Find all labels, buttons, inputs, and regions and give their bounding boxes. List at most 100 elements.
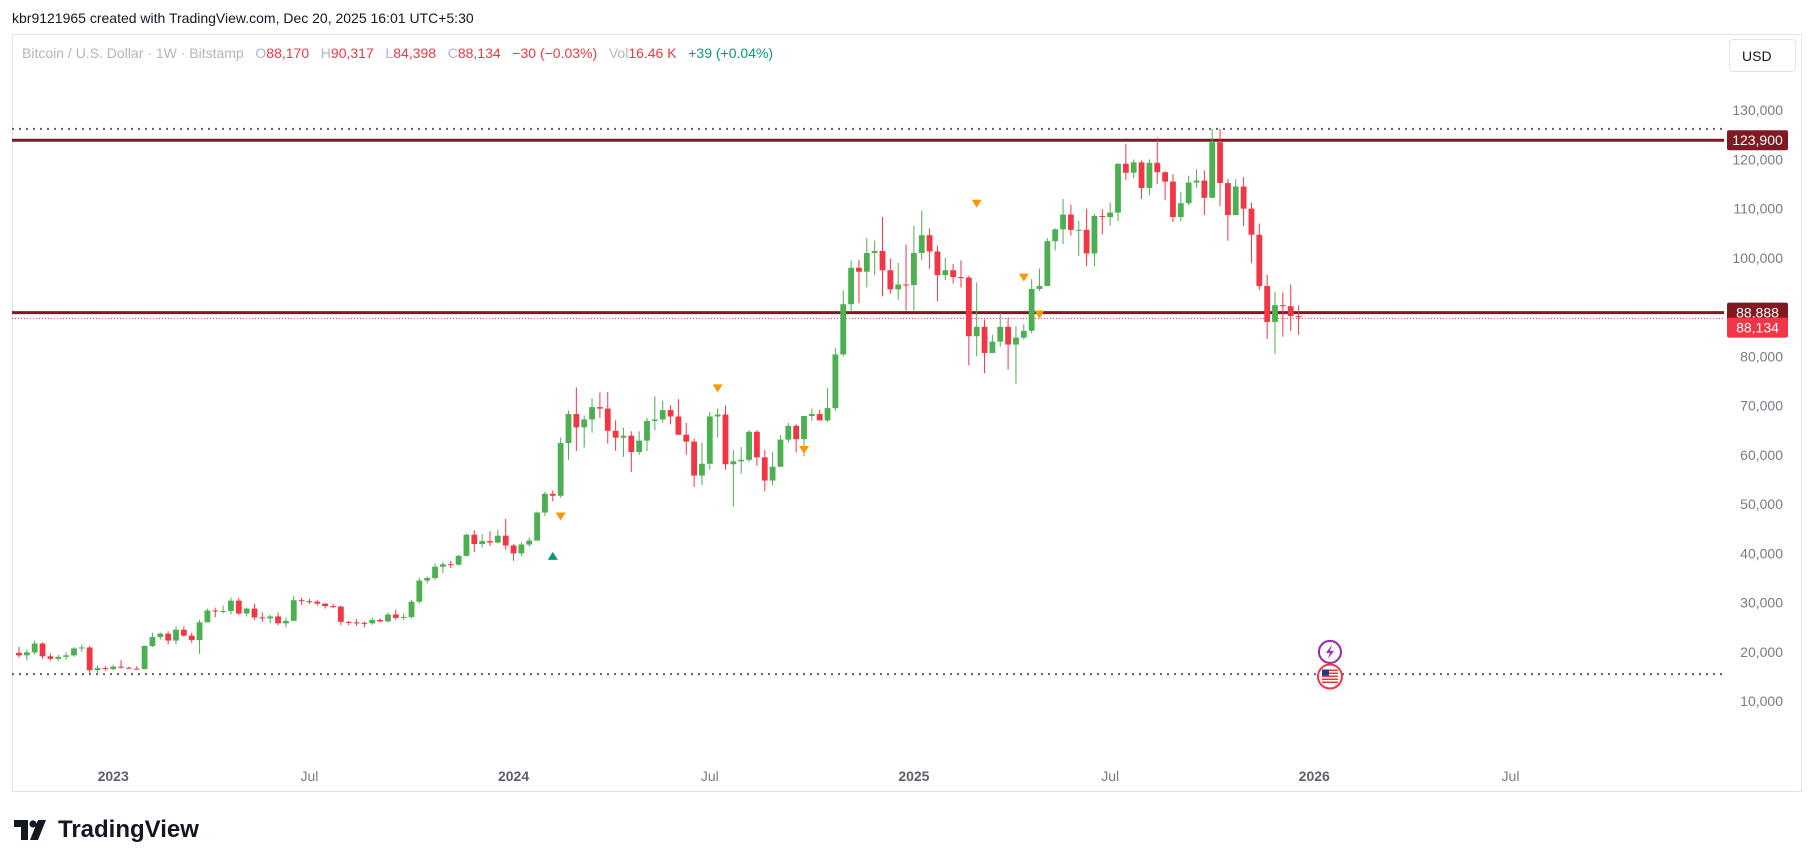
candle-body	[644, 420, 650, 441]
candle-body	[1264, 285, 1271, 322]
candle-body	[463, 534, 470, 556]
candle-body	[188, 635, 195, 641]
candle-body	[1107, 212, 1114, 218]
tradingview-logo[interactable]: TradingView	[14, 816, 199, 844]
candle-body	[1036, 285, 1043, 289]
candle-body	[149, 637, 156, 646]
candle-body	[714, 414, 721, 417]
candle-body	[322, 603, 329, 607]
candle-body	[1256, 234, 1263, 286]
candle-body	[1209, 142, 1216, 198]
candle-body	[235, 600, 242, 614]
candle-body	[1068, 214, 1074, 230]
candle-body	[903, 284, 909, 286]
x-axis-tick-label: 2026	[1299, 768, 1330, 784]
candle-body	[39, 643, 46, 657]
y-axis-tick-label: 30,000	[1740, 595, 1783, 611]
candle-body	[385, 614, 391, 622]
candle-body	[769, 466, 776, 481]
candle-body	[1248, 208, 1255, 235]
y-axis-tick-label: 70,000	[1740, 398, 1783, 414]
candle-body	[1005, 326, 1011, 345]
x-axis-tick-label: Jul	[701, 768, 719, 784]
candle-body	[628, 435, 635, 452]
candle-body	[392, 614, 399, 618]
price-change: −30 (−0.03%)	[512, 45, 598, 61]
candle-body	[1217, 142, 1223, 184]
candle-body	[832, 354, 839, 409]
candle-body	[487, 541, 493, 543]
candle-body	[879, 251, 886, 271]
candle-body	[699, 463, 705, 476]
current-price-badge: 88,134	[1736, 320, 1779, 336]
candle-body	[518, 544, 525, 554]
candle-body	[196, 622, 203, 641]
chart-watermark-header: kbr9121965 created with TradingView.com,…	[12, 10, 474, 26]
candle-body	[785, 425, 792, 440]
candle-body	[1075, 229, 1082, 231]
candle-body	[1185, 182, 1192, 204]
candle-body	[267, 616, 274, 619]
signal-down-marker	[799, 445, 809, 454]
symbol-legend: Bitcoin / U.S. Dollar · 1W · Bitstamp O8…	[22, 45, 773, 61]
tradingview-brand-text: TradingView	[58, 816, 199, 843]
candle-body	[353, 622, 360, 624]
candle-body	[1225, 183, 1231, 216]
candle-body	[856, 267, 862, 272]
us-flag-icon	[1316, 663, 1343, 690]
candle-body	[1138, 162, 1145, 188]
candle-body	[494, 535, 501, 543]
candle-body	[895, 284, 902, 290]
candle-body	[1060, 214, 1066, 230]
candle-body	[298, 600, 305, 602]
candle-body	[1146, 162, 1153, 188]
y-axis-tick-label: 60,000	[1740, 447, 1783, 463]
lightning-icon	[1317, 639, 1342, 664]
candle-body	[801, 415, 807, 440]
candle-body	[102, 668, 109, 670]
volume-label: Vol	[608, 45, 629, 61]
candle-body	[228, 600, 234, 612]
candle-body	[651, 419, 658, 421]
candle-body	[1232, 186, 1239, 216]
low-label: L	[385, 45, 394, 61]
high-value: 90,317	[330, 45, 374, 61]
y-axis-tick-label: 50,000	[1740, 496, 1783, 512]
candle-body	[71, 648, 77, 656]
candle-body	[950, 270, 957, 278]
candle-body	[683, 434, 690, 442]
y-axis-tick-label: 40,000	[1740, 545, 1783, 561]
candle-body	[981, 326, 988, 353]
candle-body	[1193, 180, 1200, 183]
candle-body	[78, 647, 85, 649]
candle-body	[1279, 305, 1286, 307]
lightning-icon-bolt	[1325, 644, 1334, 659]
candle-body	[408, 601, 415, 617]
candle-body	[848, 267, 854, 305]
y-axis-tick-label: 10,000	[1740, 693, 1783, 709]
candle-body	[126, 667, 132, 669]
candle-body	[722, 414, 729, 465]
candle-body	[816, 414, 823, 421]
candle-body	[840, 304, 847, 355]
candle-body	[440, 564, 446, 567]
candle-body	[23, 652, 30, 656]
candle-body	[447, 564, 454, 566]
y-axis-tick-label: 110,000	[1733, 201, 1783, 217]
candle-body	[730, 461, 737, 465]
x-axis-tick-label: Jul	[300, 768, 318, 784]
candle-body	[1052, 229, 1059, 242]
candle-body	[887, 270, 894, 290]
candle-body	[243, 608, 250, 614]
candle-body	[793, 425, 800, 440]
candle-body	[926, 235, 933, 252]
y-axis-tick-label: 20,000	[1740, 644, 1783, 660]
candle-body	[738, 459, 745, 462]
candle-body	[549, 493, 556, 496]
currency-button[interactable]: USD	[1729, 39, 1796, 72]
x-axis-tick-label: 2025	[898, 768, 929, 784]
level-price-badge: 123,900	[1732, 132, 1783, 148]
candle-body	[777, 439, 784, 467]
candle-body	[997, 326, 1004, 342]
